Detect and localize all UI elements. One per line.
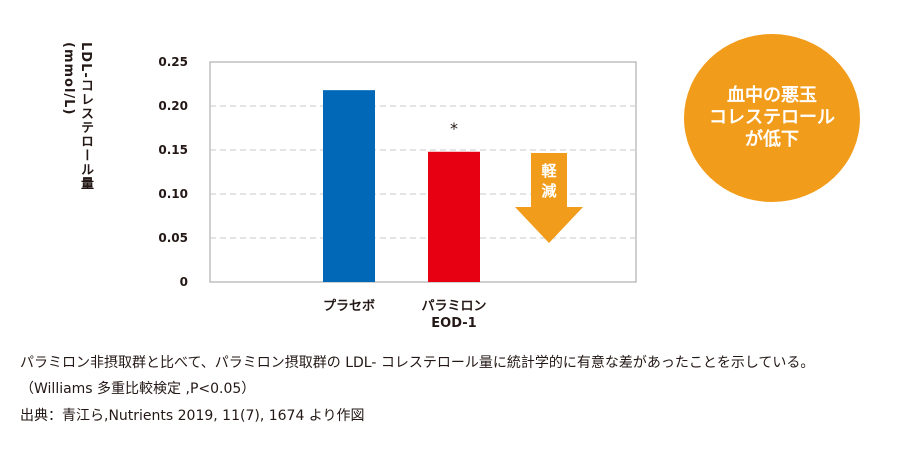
arrow-label-char: 減 [541,182,556,200]
y-axis-label: LDL-コレステロール量(mmol/L) [61,42,93,191]
significance-asterisk: * [450,119,458,138]
y-tick-label: 0.15 [158,143,188,157]
caption-test: （Williams 多重比較検定 ,P<0.05） [20,381,256,397]
y-tick-label: 0.20 [158,99,188,113]
bar-1 [323,90,375,282]
plot-frame [209,61,637,283]
x-category-label: EOD-1 [431,316,476,331]
caption-description: パラミロン非摂取群と比べて、パラミロン摂取群の LDL- コレステロール量に統計… [20,355,815,371]
caption-source: 出典：青江ら,Nutrients 2019, 11(7), 1674 より作図 [20,408,365,424]
result-badge: 血中の悪玉 コレステロール が低下 [684,34,860,202]
bar-2 [428,151,480,282]
y-tick-label: 0 [180,275,188,289]
x-category-label: パラミロン [421,299,486,314]
y-tick-label: 0.05 [158,231,188,245]
reduction-arrow [515,153,583,243]
y-tick-label: 0.10 [158,187,188,201]
y-tick-label: 0.25 [158,55,188,69]
x-category-label: プラセボ [323,298,375,314]
arrow-label-char: 軽 [541,162,557,180]
